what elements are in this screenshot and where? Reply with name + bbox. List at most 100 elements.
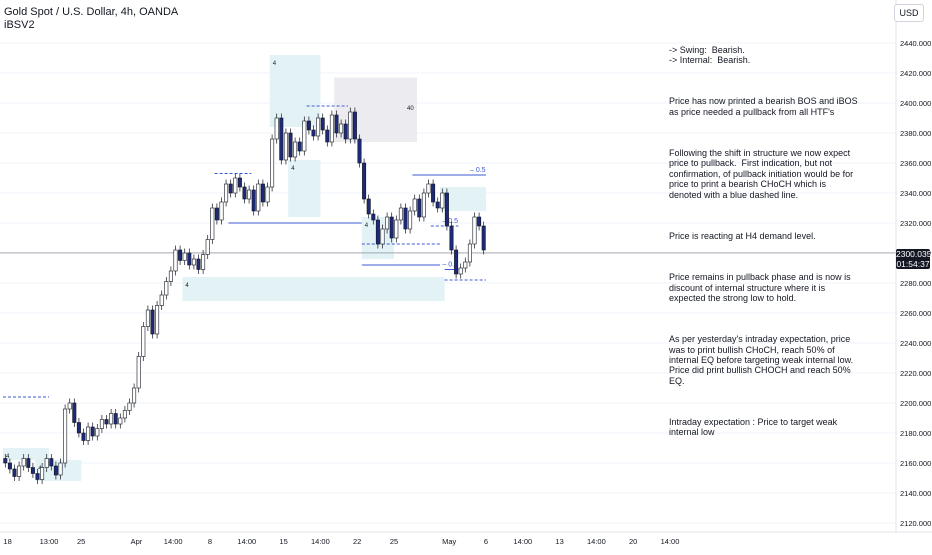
note-structure: Following the shift in structure we now … <box>669 148 856 200</box>
candle <box>320 117 325 131</box>
candle <box>306 120 311 131</box>
candle <box>40 467 45 480</box>
candle <box>398 207 403 221</box>
candle <box>224 183 229 203</box>
candle <box>463 261 468 269</box>
candle <box>95 428 100 437</box>
candle <box>3 458 8 464</box>
candle <box>348 111 353 140</box>
indicator-label[interactable]: iBSV2 <box>4 19 35 31</box>
demand-zone <box>288 160 321 217</box>
candle <box>191 258 196 266</box>
candle <box>311 129 316 137</box>
candle <box>150 309 155 335</box>
candle <box>145 309 150 327</box>
candle <box>481 225 486 251</box>
y-tick-label: 2200.000 <box>900 399 931 408</box>
candle <box>49 458 54 467</box>
candle <box>371 213 376 221</box>
candle <box>187 252 192 266</box>
candle <box>233 177 238 194</box>
y-tick-label: 2140.000 <box>900 489 931 498</box>
candle <box>173 249 178 272</box>
candle <box>127 402 132 411</box>
note-swing: -> Swing: Bearish. -> Internal: Bearish. <box>669 44 751 66</box>
candle <box>380 228 385 245</box>
analysis-notes: -> Swing: Bearish. -> Internal: Bearish.… <box>669 24 859 458</box>
candle <box>109 413 114 425</box>
candle <box>214 207 219 221</box>
candle <box>279 117 284 161</box>
candle <box>270 138 275 188</box>
x-tick-label: 6 <box>484 537 488 546</box>
candle <box>210 207 215 240</box>
bar-countdown: 01:54:37 <box>896 259 930 269</box>
candle <box>260 183 265 203</box>
x-tick-label: 20 <box>629 537 637 546</box>
candle <box>81 432 86 441</box>
x-tick-label: 25 <box>77 537 85 546</box>
y-tick-label: 2280.000 <box>900 279 931 288</box>
note-yesterday: As per yesterday's intraday expectation,… <box>669 334 856 386</box>
candle <box>63 408 68 464</box>
candle <box>26 458 31 468</box>
y-tick-label: 2360.000 <box>900 159 931 168</box>
candle <box>12 468 17 477</box>
level-label: – 0.5 <box>470 167 486 174</box>
candle <box>467 243 472 263</box>
zone-label: 4 <box>273 61 277 67</box>
candle <box>21 458 26 467</box>
symbol-title: Gold Spot / U.S. Dollar, 4h, OANDA <box>4 6 179 18</box>
x-tick-label: 15 <box>279 537 287 546</box>
candle <box>168 270 173 282</box>
candle <box>302 120 307 152</box>
candle <box>403 207 408 230</box>
candle <box>472 216 477 245</box>
y-tick-label: 2240.000 <box>900 339 931 348</box>
candle <box>256 183 261 212</box>
demand-zone <box>182 277 445 301</box>
candle <box>219 201 224 221</box>
zone-label: 4 <box>365 223 369 229</box>
candle <box>201 254 206 270</box>
candle <box>316 117 321 137</box>
x-tick-label: 14:00 <box>513 537 532 546</box>
candle <box>35 473 40 480</box>
x-tick-label: May <box>442 537 456 546</box>
note-intraday: Intraday expectation : Price to target w… <box>669 417 840 438</box>
zone-label: 4 <box>291 166 295 172</box>
candle <box>132 387 137 404</box>
supply-zone <box>334 77 417 142</box>
candle <box>122 410 127 419</box>
candle <box>53 465 58 476</box>
candle <box>104 419 109 425</box>
candle <box>417 198 422 218</box>
candle <box>228 183 233 194</box>
candle <box>426 183 431 194</box>
candle <box>412 198 417 212</box>
zone-label: 4 <box>185 283 189 289</box>
candle <box>389 216 394 239</box>
currency-button[interactable]: USD <box>894 4 924 22</box>
candle <box>99 419 104 429</box>
x-tick-label: 14:00 <box>237 537 256 546</box>
x-tick-label: 14:00 <box>311 537 330 546</box>
candle <box>458 267 463 275</box>
candle <box>196 258 201 270</box>
candle <box>141 326 146 357</box>
x-tick-label: 14:00 <box>164 537 183 546</box>
candle <box>7 462 12 470</box>
candle <box>477 216 482 227</box>
y-tick-label: 2420.000 <box>900 69 931 78</box>
candle <box>274 117 279 140</box>
y-tick-label: 2380.000 <box>900 129 931 138</box>
y-tick-label: 2340.000 <box>900 189 931 198</box>
candle <box>76 422 81 434</box>
candle <box>58 462 63 476</box>
candle <box>362 162 367 200</box>
candle <box>449 225 454 251</box>
candle <box>394 219 399 239</box>
candle <box>325 129 330 143</box>
